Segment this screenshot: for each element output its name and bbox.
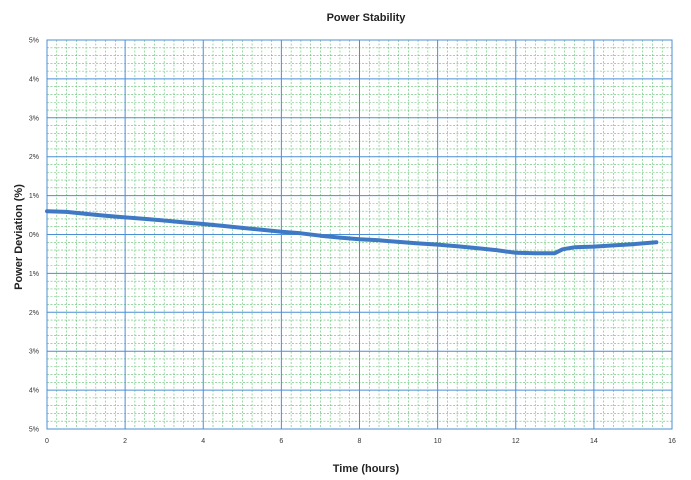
chart-title: Power Stability bbox=[327, 12, 407, 24]
y-tick-label: 4% bbox=[29, 76, 39, 83]
y-tick-label: 4% bbox=[29, 388, 39, 395]
y-tick-label: 5% bbox=[29, 427, 39, 434]
x-tick-labels: 0 2 4 6 8 10 12 14 16 bbox=[45, 438, 676, 445]
series-line bbox=[45, 209, 659, 256]
x-axis-label: Time (hours) bbox=[333, 463, 400, 475]
x-tick-label: 6 bbox=[279, 438, 283, 445]
y-axis-label: Power Deviation (%) bbox=[13, 184, 25, 290]
x-tick-label: 16 bbox=[668, 438, 676, 445]
series-layer bbox=[45, 209, 659, 256]
x-tick-label: 8 bbox=[358, 438, 362, 445]
y-tick-label: 1% bbox=[29, 193, 39, 200]
y-tick-label: 3% bbox=[29, 115, 39, 122]
y-tick-labels: 5% 4% 3% 2% 1% 0% 1% 2% 3% 4% 5% bbox=[29, 38, 39, 434]
y-tick-label: 3% bbox=[29, 349, 39, 356]
y-tick-label: 2% bbox=[29, 154, 39, 161]
x-tick-label: 14 bbox=[590, 438, 598, 445]
y-tick-label: 0% bbox=[29, 232, 39, 239]
x-tick-label: 4 bbox=[201, 438, 205, 445]
x-tick-label: 10 bbox=[434, 438, 442, 445]
y-tick-label: 5% bbox=[29, 38, 39, 45]
x-tick-label: 12 bbox=[512, 438, 520, 445]
x-tick-label: 0 bbox=[45, 438, 49, 445]
x-tick-label: 2 bbox=[123, 438, 127, 445]
y-tick-label: 1% bbox=[29, 271, 39, 278]
major-grid bbox=[46, 39, 673, 430]
y-tick-label: 2% bbox=[29, 310, 39, 317]
